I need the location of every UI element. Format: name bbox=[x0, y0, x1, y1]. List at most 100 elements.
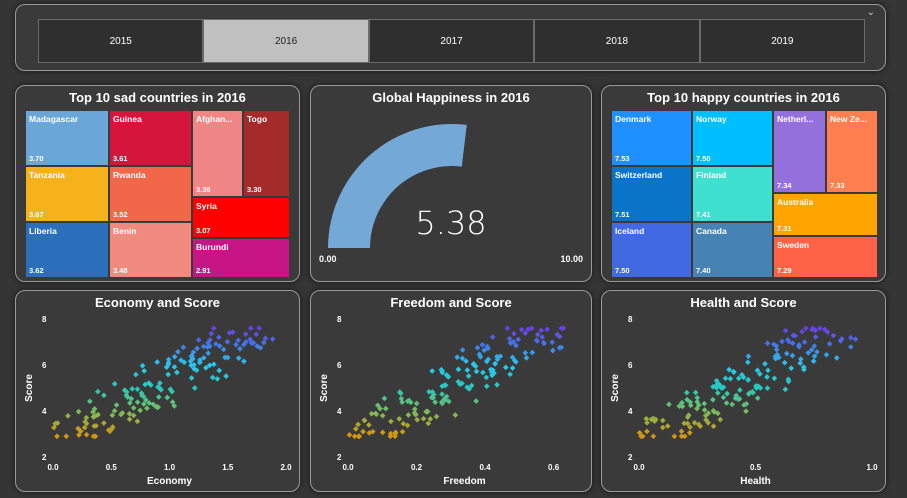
scatter-point[interactable] bbox=[797, 356, 804, 362]
year-button-2018[interactable]: 2018 bbox=[534, 19, 700, 63]
scatter-point[interactable] bbox=[164, 394, 171, 401]
scatter-point[interactable] bbox=[764, 374, 770, 380]
scatter-point[interactable] bbox=[745, 391, 752, 397]
scatter-point[interactable] bbox=[414, 416, 421, 423]
scatter-point[interactable] bbox=[459, 380, 465, 387]
scatter-point[interactable] bbox=[83, 431, 90, 438]
scatter-point[interactable] bbox=[782, 386, 789, 393]
scatter-point[interactable] bbox=[652, 416, 659, 423]
scatter-point[interactable] bbox=[515, 336, 522, 343]
scatter-point[interactable] bbox=[209, 374, 216, 381]
scatter-point[interactable] bbox=[139, 392, 145, 399]
scatter-point[interactable] bbox=[550, 347, 556, 354]
scatter-point[interactable] bbox=[483, 383, 490, 390]
scatter-point[interactable] bbox=[729, 401, 735, 408]
scatter-point[interactable] bbox=[455, 366, 462, 373]
scatter-point[interactable] bbox=[63, 433, 70, 440]
scatter-point[interactable] bbox=[215, 334, 222, 341]
scatter-point[interactable] bbox=[715, 390, 721, 396]
scatter-point[interactable] bbox=[445, 374, 452, 380]
tile-madagascar[interactable]: Madagascar 3.70 bbox=[25, 110, 109, 166]
scatter-point[interactable] bbox=[710, 423, 717, 430]
scatter-point[interactable] bbox=[779, 338, 785, 345]
scatter-point[interactable] bbox=[483, 374, 490, 381]
scatter-point[interactable] bbox=[538, 327, 545, 334]
scatter-point[interactable] bbox=[361, 417, 368, 424]
scatter-point[interactable] bbox=[463, 358, 469, 364]
scatter-point[interactable] bbox=[208, 330, 215, 337]
scatter-point[interactable] bbox=[432, 399, 438, 406]
scatter-point[interactable] bbox=[360, 428, 366, 435]
scatter-point[interactable] bbox=[130, 412, 137, 419]
scatter-point[interactable] bbox=[223, 373, 229, 379]
tile-australia[interactable]: Australia 7.31 bbox=[773, 193, 878, 236]
scatter-point[interactable] bbox=[687, 399, 694, 405]
scatter-point[interactable] bbox=[216, 367, 223, 374]
scatter-point[interactable] bbox=[214, 376, 221, 382]
scatter-point[interactable] bbox=[195, 337, 202, 343]
scatter-point[interactable] bbox=[399, 428, 406, 435]
scatter-point[interactable] bbox=[771, 341, 777, 348]
scatter-point[interactable] bbox=[659, 424, 666, 431]
scatter-point[interactable] bbox=[502, 364, 509, 371]
scatter-point[interactable] bbox=[504, 325, 511, 332]
tile-rwanda[interactable]: Rwanda 3.52 bbox=[109, 166, 192, 222]
scatter-point[interactable] bbox=[743, 408, 749, 415]
scatter-point[interactable] bbox=[413, 400, 420, 407]
scatter-point[interactable] bbox=[509, 365, 516, 371]
scatter-point[interactable] bbox=[262, 335, 269, 342]
scatter-point[interactable] bbox=[247, 325, 254, 332]
scatter-point[interactable] bbox=[724, 390, 730, 397]
scatter-point[interactable] bbox=[140, 401, 147, 407]
scatter-point[interactable] bbox=[452, 412, 459, 418]
scatter-point[interactable] bbox=[137, 407, 143, 414]
scatter-point[interactable] bbox=[175, 348, 181, 355]
scatter-point[interactable] bbox=[786, 338, 792, 345]
scatter-point[interactable] bbox=[737, 387, 743, 393]
tile-new-zealand[interactable]: New Ze... 7.33 bbox=[826, 110, 878, 193]
scatter-point[interactable] bbox=[745, 359, 751, 366]
tile-benin[interactable]: Benin 3.48 bbox=[109, 222, 192, 278]
scatter-point[interactable] bbox=[801, 339, 808, 345]
tile-netherlands[interactable]: Netherl... 7.34 bbox=[773, 110, 826, 193]
scatter-point[interactable] bbox=[75, 408, 82, 415]
scatter-point[interactable] bbox=[101, 420, 107, 426]
scatter-point[interactable] bbox=[423, 408, 430, 415]
scatter-point[interactable] bbox=[723, 400, 730, 406]
scatter-point[interactable] bbox=[466, 386, 473, 392]
scatter-point[interactable] bbox=[86, 398, 93, 405]
tile-tanzania[interactable]: Tanzania 3.67 bbox=[25, 166, 109, 222]
scatter-point[interactable] bbox=[470, 361, 477, 367]
scatter-point[interactable] bbox=[773, 346, 780, 353]
scatter-point[interactable] bbox=[529, 349, 536, 356]
scatter-point[interactable] bbox=[473, 368, 480, 375]
scatter-point[interactable] bbox=[731, 369, 737, 375]
scatter-point[interactable] bbox=[810, 358, 817, 364]
scatter-point[interactable] bbox=[852, 336, 859, 342]
scatter-point[interactable] bbox=[83, 414, 90, 421]
scatter-point[interactable] bbox=[666, 401, 672, 408]
scatter-point[interactable] bbox=[155, 394, 162, 400]
tile-guinea[interactable]: Guinea 3.61 bbox=[109, 110, 192, 166]
scatter-point[interactable] bbox=[659, 417, 666, 424]
scatter-point[interactable] bbox=[544, 326, 551, 333]
scatter-point[interactable] bbox=[54, 433, 60, 440]
scatter-point[interactable] bbox=[489, 334, 496, 340]
scatter-point[interactable] bbox=[549, 339, 556, 346]
scatter-point[interactable] bbox=[473, 398, 479, 404]
scatter-point[interactable] bbox=[134, 418, 141, 425]
scatter-point[interactable] bbox=[353, 426, 359, 432]
scatter-point[interactable] bbox=[165, 371, 171, 378]
scatter-point[interactable] bbox=[539, 334, 545, 340]
scatter-point[interactable] bbox=[368, 410, 375, 417]
scatter-point[interactable] bbox=[481, 347, 488, 354]
scatter-point[interactable] bbox=[155, 404, 161, 410]
scatter-point[interactable] bbox=[111, 380, 118, 387]
scatter-point[interactable] bbox=[750, 389, 756, 396]
scatter-point[interactable] bbox=[379, 429, 386, 436]
scatter-point[interactable] bbox=[788, 365, 795, 371]
scatter-point[interactable] bbox=[740, 374, 747, 381]
scatter-point[interactable] bbox=[782, 327, 789, 334]
scatter-point[interactable] bbox=[405, 412, 412, 418]
scatter-point[interactable] bbox=[480, 369, 486, 376]
